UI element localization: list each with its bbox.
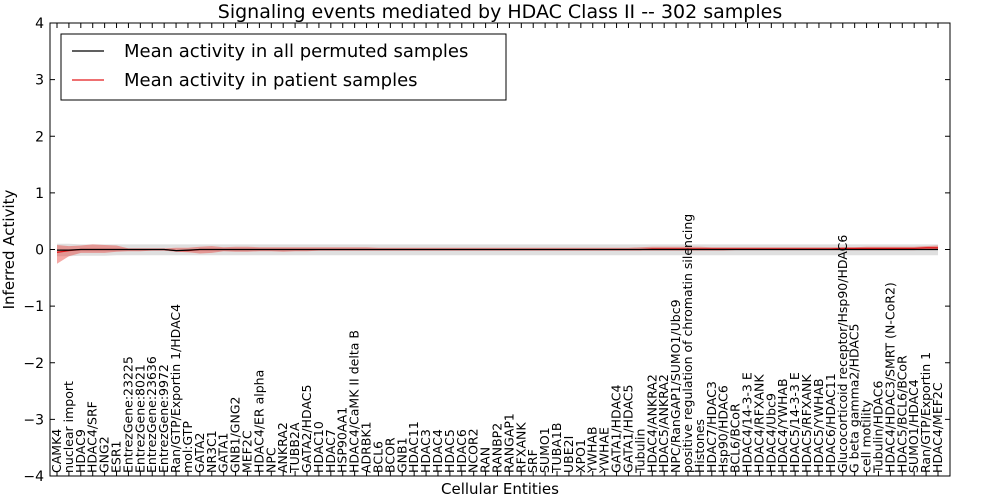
x-tick-label: HDAC4/MEF2C <box>930 382 945 473</box>
y-tick-label: 3 <box>35 73 44 89</box>
x-tick-label: positive regulation of chromatin silenci… <box>680 214 695 473</box>
x-tick-label: ADRBK1 <box>359 421 374 473</box>
x-tick-label: EntrezGene:9972 <box>156 364 171 473</box>
x-tick-label: SUMO1 <box>537 427 552 473</box>
x-tick-label: TUBA1B <box>549 423 564 474</box>
x-tick-label: HDAC4/ANKRA2 <box>644 374 659 473</box>
x-tick-label: BCL6/BCoR <box>728 403 743 473</box>
x-tick-label: HDAC7 <box>323 429 338 473</box>
x-tick-label: GNB1/GNG2 <box>228 397 243 473</box>
x-tick-label: Tubulin <box>632 429 647 474</box>
x-tick-label: ANKRA2 <box>275 422 290 473</box>
x-tick-label: mol:GTP <box>180 421 195 473</box>
y-tick-label: 2 <box>35 129 44 145</box>
y-tick-label: −1 <box>23 299 44 315</box>
x-tick-label: Ran/GTP/Exportin 1/HDAC4 <box>168 304 183 473</box>
x-tick-label: HDAC5 <box>442 429 457 473</box>
y-tick-label: 1 <box>35 186 44 202</box>
x-tick-label: Glucocorticoid receptor/Hsp90/HDAC6 <box>835 235 850 473</box>
legend: Mean activity in all permuted samples Mea… <box>60 33 507 101</box>
x-tick-label: GNG2 <box>97 436 112 473</box>
x-tick-label: MEF2C <box>240 430 255 473</box>
x-tick-label: ESR1 <box>109 441 124 473</box>
x-tick-label: YWHAB <box>585 426 600 474</box>
x-tick-label: CAMK4 <box>49 429 64 473</box>
x-tick-label: HDAC4 <box>430 429 445 473</box>
x-tick-label: GNB1 <box>394 437 409 473</box>
x-tick-label: TUBB2A <box>287 422 302 474</box>
x-tick-label: XPO1 <box>573 439 588 473</box>
series-lines <box>56 247 938 253</box>
x-tick-label: HDAC3 <box>418 429 433 473</box>
series-line-1 <box>57 248 938 252</box>
x-tick-label: HDAC4/Ubc9 <box>763 393 778 473</box>
x-axis-label: Cellular Entities <box>441 480 559 498</box>
x-tick-label: HDAC4/RFXANK <box>751 374 766 473</box>
x-tick-label: SRF <box>525 449 540 473</box>
x-tick-label: Tubulin/HDAC6 <box>871 381 886 474</box>
x-tick-label: EntrezGene:23225 <box>120 356 135 473</box>
x-tick-label: HSP90AA1 <box>335 407 350 473</box>
legend-box <box>60 33 507 101</box>
y-tick-label: −4 <box>23 469 44 485</box>
x-tick-label: RFXANK <box>513 422 528 473</box>
x-tick-label: GATA2 <box>192 433 207 473</box>
x-tick-label: YWHAE <box>597 427 612 474</box>
x-tick-label: RANBP2 <box>490 423 505 473</box>
x-tick-label: Hsp90/HDAC6 <box>716 385 731 473</box>
x-tick-label: GATA1/HDAC5 <box>621 385 636 473</box>
x-tick-label: NR3C1 <box>204 430 219 473</box>
x-tick-label: UBE2I <box>561 436 576 473</box>
x-tick-label: HDAC5/YWHAB <box>811 378 826 473</box>
x-tick-label: HDAC5/BCL6/BCoR <box>894 355 909 473</box>
x-tick-label: HDAC7/HDAC3 <box>704 381 719 473</box>
x-tick-label: HDAC6 <box>454 429 469 473</box>
y-tick-label: −2 <box>23 356 44 372</box>
x-tick-label: GATA2/HDAC5 <box>299 385 314 473</box>
x-tick-label: HDAC4/YWHAB <box>775 378 790 473</box>
x-tick-label: HDAC10 <box>311 421 326 473</box>
x-tick-label: EntrezGene:8021 <box>132 364 147 473</box>
y-axis: −4 −3 −2 −1 0 1 2 3 4 <box>23 16 950 485</box>
x-tick-label: HDAC4/14-3-3 E <box>740 372 755 473</box>
x-tick-label: nuclear import <box>61 381 76 473</box>
x-tick-label: HDAC4/HDAC3/SMRT (N-CoR2) <box>882 282 897 473</box>
x-tick-label: HDAC6/HDAC11 <box>823 373 838 473</box>
x-tick-label: BCOR <box>382 437 397 473</box>
x-tick-label: Ran/GTP/Exportin 1 <box>918 352 933 473</box>
y-tick-label: −3 <box>23 412 44 428</box>
x-tick-label: GATA1 <box>216 433 231 473</box>
x-tick-label: HDAC5/ANKRA2 <box>656 374 671 473</box>
x-tick-label: SUMO1/HDAC4 <box>906 379 921 473</box>
y-tick-label: 0 <box>35 243 44 259</box>
x-tick-label: BCL6 <box>370 441 385 473</box>
legend-label-2: Mean activity in patient samples <box>124 70 418 91</box>
x-tick-label: HDAC4/SRF <box>85 401 100 473</box>
x-tick-label: GATA1/HDAC4 <box>609 384 624 473</box>
x-tick-label: NPC/RanGAP1/SUMO1/Ubc9 <box>668 299 683 473</box>
x-tick-label: cell motility <box>859 399 874 473</box>
x-tick-label: NPC <box>263 447 278 473</box>
chart-title: Signaling events mediated by HDAC Class … <box>218 1 782 23</box>
x-tick-label: HDAC4/CaMK II delta B <box>347 330 362 473</box>
x-tick-label: HDAC5/14-3-3 E <box>787 372 802 473</box>
x-tick-label: RANGAP1 <box>501 413 516 473</box>
x-tick-label: Histones <box>692 419 707 473</box>
x-tick-label: HDAC4/ER alpha <box>251 370 266 473</box>
x-tick-label: RAN <box>478 447 493 473</box>
x-tick-label: HDAC5/RFXANK <box>799 374 814 473</box>
x-tick-label: HDAC9 <box>73 429 88 473</box>
x-tick-label: NCOR2 <box>466 428 481 473</box>
y-tick-label: 4 <box>35 16 44 32</box>
y-axis-label: Inferred Activity <box>0 189 18 309</box>
legend-label-1: Mean activity in all permuted samples <box>124 41 468 62</box>
x-tick-label: G beta gamma2/HDAC5 <box>847 324 862 473</box>
x-tick-label: HDAC11 <box>406 421 421 473</box>
x-tick-label: EntrezGene:23636 <box>144 356 159 473</box>
